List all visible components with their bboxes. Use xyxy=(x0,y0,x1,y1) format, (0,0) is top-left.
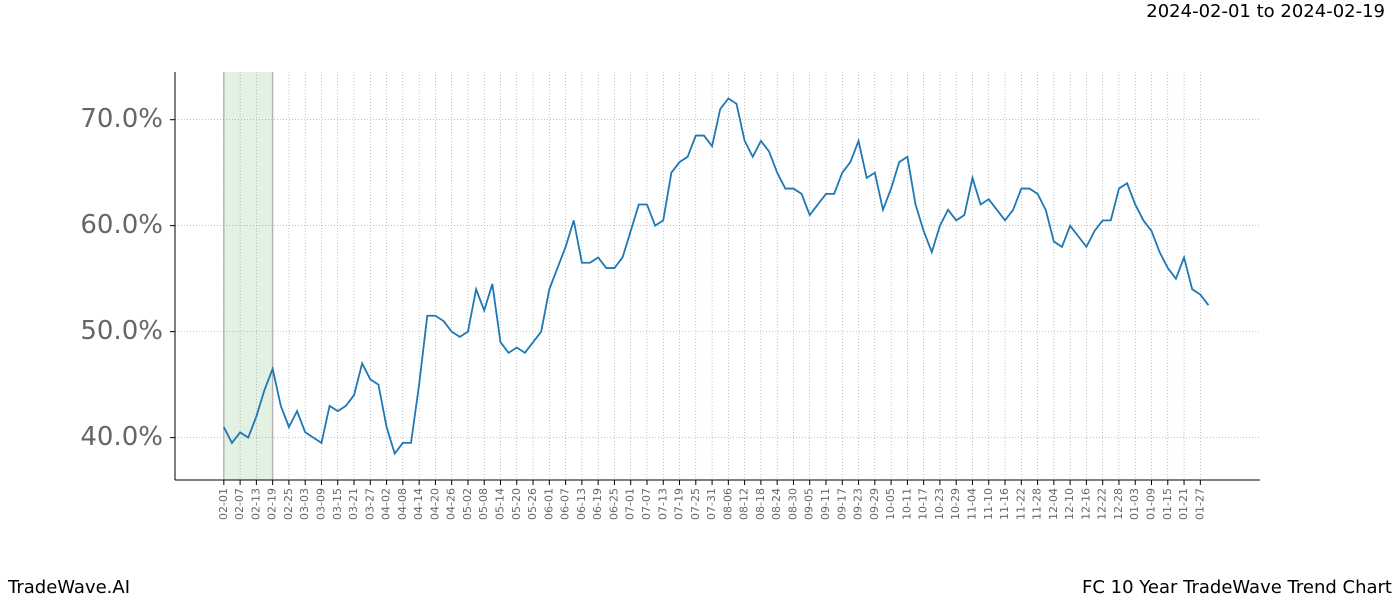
x-tick-label: 04-08 xyxy=(396,488,409,520)
x-tick-label: 05-02 xyxy=(461,488,474,520)
x-tick-label: 07-25 xyxy=(689,488,702,520)
y-tick-label: 60.0% xyxy=(80,210,163,240)
x-tick-label: 04-02 xyxy=(380,488,393,520)
x-tick-label: 12-28 xyxy=(1112,488,1125,520)
x-tick-label: 07-13 xyxy=(656,488,669,520)
x-tick-label: 06-01 xyxy=(542,488,555,520)
x-tick-label: 12-10 xyxy=(1063,488,1076,520)
x-tick-label: 11-28 xyxy=(1031,488,1044,520)
x-tick-label: 06-07 xyxy=(559,488,572,520)
x-tick-label: 09-11 xyxy=(819,488,832,520)
x-tick-label: 12-22 xyxy=(1096,488,1109,520)
x-tick-label: 08-06 xyxy=(721,488,734,520)
x-tick-label: 01-15 xyxy=(1161,488,1174,520)
x-tick-label: 07-01 xyxy=(624,488,637,520)
x-tick-label: 06-19 xyxy=(591,488,604,520)
x-tick-label: 08-24 xyxy=(770,488,783,520)
x-tick-label: 07-19 xyxy=(673,488,686,520)
x-tick-label: 06-13 xyxy=(575,488,588,520)
x-tick-label: 05-20 xyxy=(510,488,523,520)
x-tick-label: 02-25 xyxy=(282,488,295,520)
x-tick-label: 04-14 xyxy=(412,488,425,520)
x-tick-label: 08-18 xyxy=(754,488,767,520)
x-tick-label: 07-31 xyxy=(705,488,718,520)
x-tick-label: 09-23 xyxy=(852,488,865,520)
x-tick-label: 03-15 xyxy=(331,488,344,520)
x-tick-label: 02-13 xyxy=(249,488,262,520)
x-tick-label: 03-27 xyxy=(363,488,376,520)
x-tick-label: 11-16 xyxy=(998,488,1011,520)
x-tick-label: 02-19 xyxy=(266,488,279,520)
x-tick-label: 12-16 xyxy=(1079,488,1092,520)
x-tick-label: 02-01 xyxy=(217,488,230,520)
x-tick-label: 02-07 xyxy=(233,488,246,520)
x-tick-label: 04-20 xyxy=(428,488,441,520)
x-tick-label: 10-17 xyxy=(917,488,930,520)
highlight-span xyxy=(223,72,273,480)
x-tick-label: 01-09 xyxy=(1145,488,1158,520)
x-tick-label: 10-11 xyxy=(900,488,913,520)
x-tick-label: 09-29 xyxy=(868,488,881,520)
x-tick-label: 03-03 xyxy=(298,488,311,520)
x-tick-label: 11-04 xyxy=(965,488,978,520)
x-tick-label: 08-12 xyxy=(738,488,751,520)
brand: TradeWave.AI xyxy=(7,577,130,598)
y-tick-label: 40.0% xyxy=(80,422,163,452)
x-tick-label: 09-17 xyxy=(835,488,848,520)
x-tick-label: 10-23 xyxy=(933,488,946,520)
x-tick-label: 11-22 xyxy=(1014,488,1027,520)
x-tick-label: 09-05 xyxy=(803,488,816,520)
x-tick-label: 01-03 xyxy=(1128,488,1141,520)
x-tick-label: 10-29 xyxy=(949,488,962,520)
chart-title: FC 10 Year TradeWave Trend Chart xyxy=(1082,577,1392,598)
x-tick-label: 06-25 xyxy=(607,488,620,520)
x-tick-label: 04-26 xyxy=(445,488,458,520)
y-tick-label: 50.0% xyxy=(80,316,163,346)
x-tick-label: 07-07 xyxy=(640,488,653,520)
x-tick-label: 10-05 xyxy=(884,488,897,520)
x-tick-label: 01-27 xyxy=(1193,488,1206,520)
x-tick-label: 05-26 xyxy=(526,488,539,520)
x-tick-label: 12-04 xyxy=(1047,488,1060,520)
x-tick-label: 03-09 xyxy=(314,488,327,520)
trend-line xyxy=(223,97,1210,456)
x-tick-label: 05-08 xyxy=(477,488,490,520)
x-tick-label: 11-10 xyxy=(982,488,995,520)
x-tick-label: 01-21 xyxy=(1177,488,1190,520)
y-tick-label: 70.0% xyxy=(80,104,163,134)
x-tick-label: 08-30 xyxy=(786,488,799,520)
date-range: 2024-02-01 to 2024-02-19 xyxy=(1146,1,1385,22)
x-tick-label: 03-21 xyxy=(347,488,360,520)
x-tick-label: 05-14 xyxy=(494,488,507,520)
